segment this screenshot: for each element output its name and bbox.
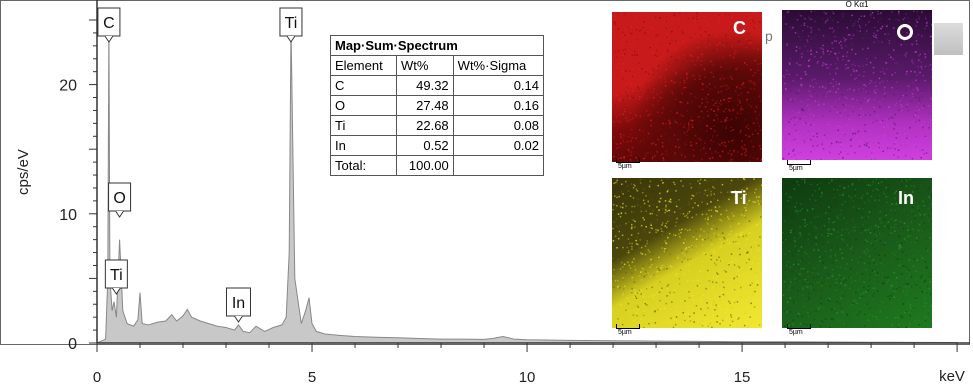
elemental-map-o	[782, 10, 934, 162]
table-row: Total: 100.00	[330, 155, 545, 176]
peak-label: C	[97, 7, 121, 43]
table-cell: Total:	[330, 155, 397, 176]
peak-label-pointer	[286, 35, 296, 43]
peak-label-text: Ti	[285, 15, 298, 32]
table-cell: 0.02	[452, 135, 545, 156]
scale-bar-label: 5µm	[789, 165, 803, 172]
scale-bar	[616, 158, 640, 163]
elemental-map-c	[612, 12, 764, 164]
background-strip	[934, 23, 963, 55]
column-header: Element	[330, 55, 397, 76]
x-axis: 0 5 10 15	[93, 342, 970, 386]
table-cell: 0.08	[452, 115, 545, 136]
peak-label-pointer	[111, 287, 121, 295]
table-row: O 27.48 0.16	[330, 95, 545, 116]
y-tick-label: 0	[68, 336, 77, 353]
table-cell: 27.48	[395, 95, 454, 116]
elemental-map-in	[782, 178, 934, 329]
elemental-map-ti	[612, 178, 764, 330]
table-cell: 0.16	[452, 95, 545, 116]
peak-label: Ti	[279, 7, 303, 43]
peak-label-pointer	[234, 315, 243, 323]
scale-bar	[787, 160, 811, 165]
table-cell: 100.00	[395, 155, 454, 176]
peak-label-text: In	[232, 295, 245, 312]
x-tick-label: 10	[519, 369, 536, 386]
table-cell: 49.32	[395, 75, 454, 96]
peak-label-text: C	[103, 15, 115, 32]
map-header: O Kα1	[845, 0, 869, 9]
y-axis-label: cps/eV	[15, 149, 32, 195]
peak-label: Ti	[104, 259, 128, 295]
table-cell: 0.14	[452, 75, 545, 96]
partial-text: p	[765, 28, 773, 44]
map-noise	[612, 178, 764, 330]
peak-label-text: O	[113, 190, 125, 207]
table-row: In 0.52 0.02	[330, 135, 545, 156]
table-row: Ti 22.68 0.08	[330, 115, 545, 136]
map-label-in: In	[898, 188, 914, 208]
scale-bar-label: 5µm	[618, 163, 632, 170]
table-title: Map·Sum·Spectrum	[330, 35, 544, 56]
map-label-c: C	[733, 18, 746, 38]
table-cell: 0.52	[395, 135, 454, 156]
table-cell: C	[330, 75, 397, 96]
map-noise	[782, 178, 934, 329]
table-cell: 22.68	[395, 115, 454, 136]
peak-label-pointer	[104, 35, 114, 43]
column-header: Wt%·Sigma	[452, 55, 545, 76]
y-axis: 0 10 20	[59, 0, 98, 353]
map-noise	[612, 12, 764, 164]
table-header-row: Element Wt% Wt%·Sigma	[330, 55, 545, 76]
scale-bar	[787, 324, 811, 329]
peak-label: O	[108, 182, 132, 218]
y-tick-label: 10	[59, 207, 77, 224]
peak-label-box	[225, 287, 251, 317]
map-noise	[782, 10, 934, 162]
y-tick-label: 20	[59, 78, 77, 95]
table-row: C 49.32 0.14	[330, 75, 545, 96]
table-cell: Ti	[330, 115, 397, 136]
column-header: Wt%	[395, 55, 454, 76]
map-label-ti: Ti	[731, 188, 747, 208]
peak-annotations: C O Ti In Ti	[97, 7, 303, 323]
x-tick-label: 15	[734, 369, 751, 386]
table-cell: O	[330, 95, 397, 116]
spectrum-area	[96, 19, 958, 344]
chart-frame	[0, 0, 970, 345]
peak-label-pointer	[115, 210, 124, 218]
table-cell	[452, 155, 545, 176]
sum-spectrum-table: Map·Sum·Spectrum Element Wt% Wt%·Sigma C…	[330, 35, 545, 176]
scale-bar-label: 5µm	[789, 329, 803, 336]
o-label-ring	[897, 24, 913, 40]
peak-label: In	[225, 287, 251, 323]
table-cell: In	[330, 135, 397, 156]
scale-bar	[616, 324, 640, 329]
peak-label-text: Ti	[110, 267, 123, 284]
scale-bar-label: 5µm	[618, 329, 632, 336]
x-tick-label: 5	[308, 369, 316, 386]
x-tick-label: 0	[93, 369, 101, 386]
x-axis-label: keV	[939, 368, 965, 385]
